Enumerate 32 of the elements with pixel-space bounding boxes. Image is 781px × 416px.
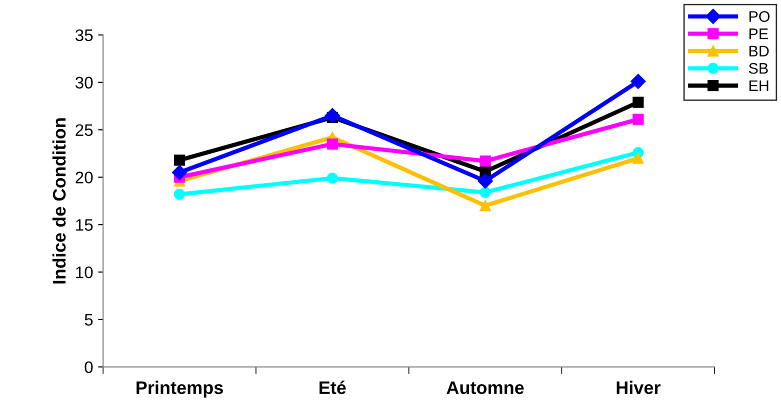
point <box>632 114 644 125</box>
x-tick-label: Automne <box>446 381 524 394</box>
legend-label: EH <box>749 80 768 91</box>
y-tick-label: 15 <box>76 219 93 231</box>
x-tick-label: Printemps <box>136 380 223 398</box>
point <box>172 164 188 180</box>
point <box>480 200 491 212</box>
y-tick-label: 5 <box>84 314 93 326</box>
y-tick-label: 20 <box>76 172 93 184</box>
x-tick-label: Hiver <box>616 380 660 394</box>
legend-label: BD <box>749 46 769 56</box>
legend-label: PE <box>749 28 768 40</box>
point <box>630 74 646 89</box>
point <box>480 156 491 167</box>
x-tick-label: Eté <box>320 380 346 394</box>
point <box>480 186 491 198</box>
y-tick-label: 35 <box>75 29 93 42</box>
point <box>326 138 338 150</box>
point <box>326 172 338 184</box>
y-tick-label: 25 <box>76 124 93 136</box>
point <box>174 188 186 200</box>
y-axis-title: Indice de Condition <box>52 118 66 284</box>
legend-label: PO <box>749 11 770 22</box>
point <box>632 96 644 108</box>
y-tick-label: 30 <box>75 76 93 89</box>
point <box>174 154 186 166</box>
y-tick-label: 0 <box>84 361 93 374</box>
point <box>478 173 493 189</box>
point <box>324 108 340 124</box>
y-tick-label: 10 <box>76 266 93 278</box>
point <box>632 152 644 164</box>
legend-label: SB <box>748 62 768 74</box>
